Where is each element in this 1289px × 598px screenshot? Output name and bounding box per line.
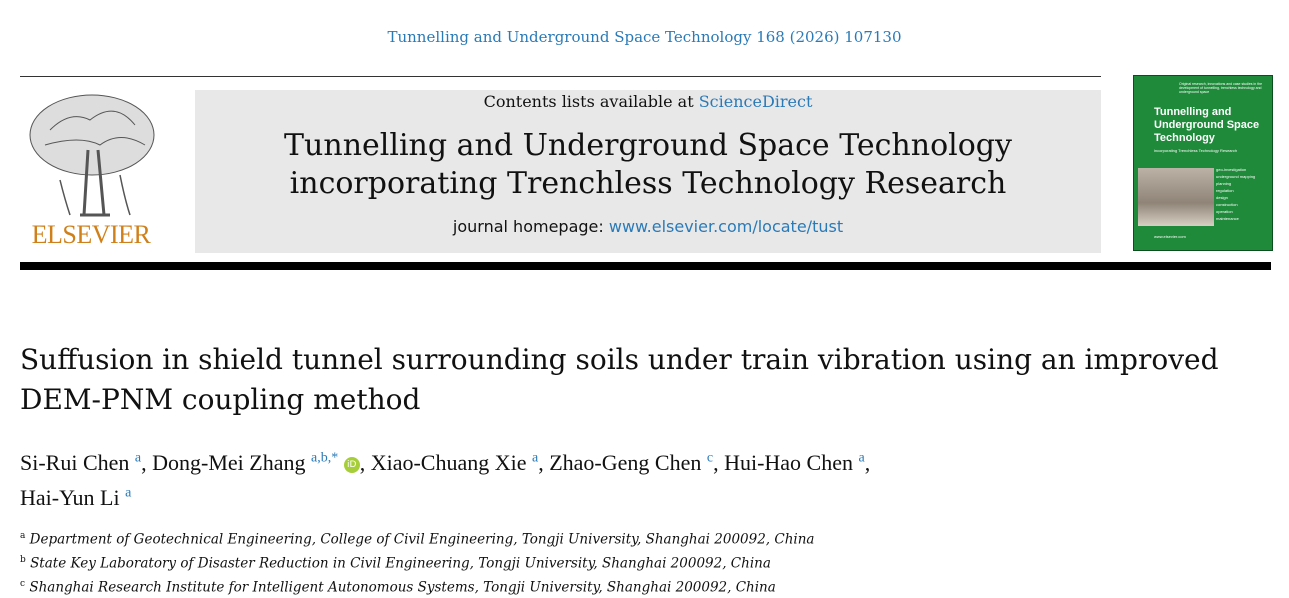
cover-topic: operation: [1216, 209, 1233, 214]
affiliation-key: c: [20, 579, 26, 589]
cover-topic: construction: [1216, 202, 1238, 207]
cover-title: Tunnelling and Underground Space Technol…: [1154, 106, 1260, 144]
header-bar: [20, 262, 1271, 270]
journal-citation[interactable]: Tunnelling and Underground Space Technol…: [387, 28, 902, 46]
elsevier-logo[interactable]: ELSEVIER: [20, 90, 162, 252]
elsevier-wordmark: ELSEVIER: [31, 220, 151, 249]
cover-topics: geo-investigation underground mapping pl…: [1216, 166, 1255, 222]
author-name[interactable]: Hui-Hao Chen: [724, 450, 853, 476]
author-name[interactable]: Si-Rui Chen: [20, 450, 130, 476]
cover-subtitle: incorporating Trenchless Technology Rese…: [1154, 148, 1238, 153]
affiliations: a Department of Geotechnical Engineering…: [20, 526, 814, 598]
author-name[interactable]: Dong-Mei Zhang: [152, 450, 306, 476]
cover-topic: geo-investigation: [1216, 167, 1247, 172]
homepage-link[interactable]: www.elsevier.com/locate/tust: [608, 217, 844, 236]
journal-title: Tunnelling and Underground Space Technol…: [195, 127, 1101, 203]
homepage-prefix: journal homepage:: [452, 217, 609, 236]
author-name[interactable]: Xiao-Chuang Xie: [370, 450, 527, 476]
journal-cover[interactable]: Original research, innovations and case …: [1133, 75, 1273, 251]
cover-topic: planning: [1216, 181, 1232, 186]
orcid-icon[interactable]: iD: [343, 457, 360, 474]
author[interactable]: Si-Rui Chen a: [20, 450, 141, 475]
affiliation-text: Shanghai Research Institute for Intellig…: [29, 579, 776, 596]
author[interactable]: Dong-Mei Zhang a,b,* iD: [152, 450, 360, 475]
cover-tunnel-image: [1138, 168, 1214, 226]
cover-topic: design: [1216, 195, 1228, 200]
author-list: Si-Rui Chen a, Dong-Mei Zhang a,b,* iD, …: [20, 450, 871, 510]
author-affiliation-ref[interactable]: a: [532, 451, 539, 466]
author-name[interactable]: Zhao-Geng Chen: [549, 450, 702, 476]
contents-line: Contents lists available at ScienceDirec…: [195, 92, 1101, 111]
affiliation-key: a: [20, 531, 26, 541]
homepage-line: journal homepage: www.elsevier.com/locat…: [195, 217, 1101, 236]
contents-prefix: Contents lists available at: [483, 92, 699, 111]
journal-masthead: Contents lists available at ScienceDirec…: [195, 90, 1101, 253]
author-name[interactable]: Hai-Yun Li: [20, 484, 120, 510]
cover-topic: maintenance: [1216, 216, 1239, 221]
affiliation-text: State Key Laboratory of Disaster Reducti…: [30, 555, 771, 572]
author-affiliation-ref[interactable]: c: [706, 451, 714, 466]
author[interactable]: Hai-Yun Li a: [20, 485, 131, 510]
article-title: Suffusion in shield tunnel surrounding s…: [20, 343, 1219, 416]
sciencedirect-link[interactable]: ScienceDirect: [698, 92, 813, 111]
tree-icon: [29, 94, 155, 217]
affiliation-text: Department of Geotechnical Engineering, …: [29, 531, 815, 548]
author[interactable]: Xiao-Chuang Xie a: [371, 450, 539, 475]
author[interactable]: Hui-Hao Chen a: [724, 450, 865, 475]
affiliation-key: b: [20, 555, 26, 565]
author[interactable]: Zhao-Geng Chen c: [549, 450, 713, 475]
affiliation: c Shanghai Research Institute for Intell…: [20, 574, 814, 598]
affiliation: b State Key Laboratory of Disaster Reduc…: [20, 550, 814, 574]
affiliation: a Department of Geotechnical Engineering…: [20, 526, 814, 550]
journal-title-line1: Tunnelling and Underground Space Technol…: [284, 128, 1012, 163]
cover-url: www.elsevier.com: [1154, 234, 1186, 239]
author-affiliation-ref[interactable]: a: [125, 485, 132, 501]
journal-title-line2: incorporating Trenchless Technology Rese…: [289, 166, 1007, 201]
cover-topic: underground mapping: [1216, 174, 1256, 179]
author-affiliation-ref[interactable]: a: [134, 451, 142, 466]
header-rule: [20, 76, 1101, 77]
cover-tagline: Original research, innovations and case …: [1179, 82, 1263, 94]
author-affiliation-ref[interactable]: a,b,*: [310, 451, 339, 466]
author-affiliation-ref[interactable]: a: [858, 451, 865, 466]
cover-topic: regulation: [1216, 188, 1234, 193]
